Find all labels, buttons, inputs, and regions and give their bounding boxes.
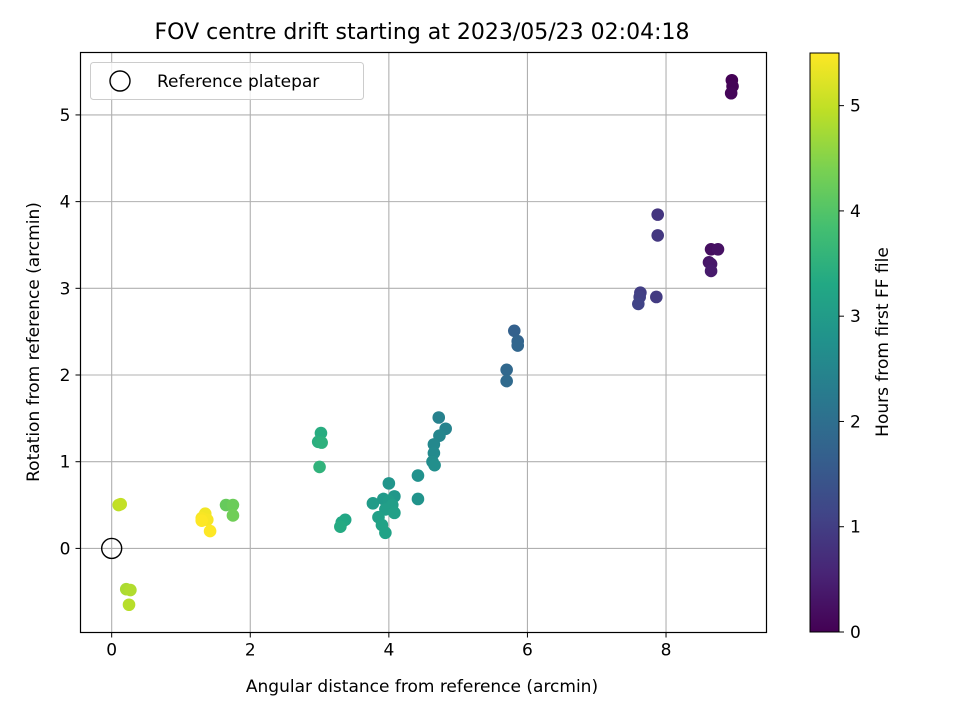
data-point (195, 514, 209, 527)
grid (80, 52, 767, 633)
y-tick-label: 2 (60, 366, 71, 386)
data-point (432, 411, 446, 424)
data-point (114, 497, 127, 511)
scatter-points (112, 73, 739, 612)
x-tick-label: 4 (383, 641, 394, 661)
y-tick-label: 1 (60, 453, 71, 473)
data-point (500, 374, 513, 388)
legend-marker (109, 70, 131, 92)
y-tick-label: 5 (60, 106, 71, 126)
data-point (711, 243, 725, 256)
data-point (124, 583, 137, 597)
legend-label: Reference platepar (157, 72, 319, 92)
data-point (313, 460, 326, 474)
data-point (334, 520, 347, 534)
data-point (379, 526, 392, 540)
legend: Reference platepar (90, 62, 364, 100)
plot-frame (79, 51, 768, 634)
y-axis-label: Rotation from reference (arcmin) (24, 202, 44, 482)
data-point (651, 229, 665, 242)
data-point (411, 492, 425, 506)
data-point (507, 324, 521, 338)
data-point (203, 524, 217, 538)
colorbar-tick-label: 2 (850, 412, 861, 432)
data-point (366, 497, 380, 510)
data-point (226, 509, 240, 522)
colorbar-tick-label: 0 (850, 623, 861, 643)
reference-platepar-marker (100, 537, 123, 560)
data-point (724, 86, 738, 100)
data-point (650, 290, 663, 304)
colorbar: 0 1 2 3 4 5 Hours from first FF file (809, 52, 893, 643)
data-point (122, 598, 136, 612)
data-point (411, 469, 425, 482)
data-point (511, 339, 525, 352)
x-tick-label: 0 (106, 641, 117, 661)
colorbar-tick-label: 5 (850, 97, 861, 117)
y-axis-ticks: 0 1 2 3 4 5 (60, 106, 81, 559)
data-point (388, 506, 401, 520)
data-point (427, 438, 441, 451)
reference-point (100, 537, 123, 560)
x-tick-label: 6 (522, 641, 533, 661)
y-tick-label: 4 (60, 193, 71, 213)
colorbar-tick-label: 1 (850, 518, 861, 538)
data-point (632, 297, 645, 311)
colorbar-ticks: 0 1 2 3 4 5 (839, 97, 861, 643)
data-point (651, 208, 665, 221)
x-tick-label: 2 (245, 641, 256, 661)
colorbar-label: Hours from first FF file (873, 247, 893, 437)
chart-title: FOV centre drift starting at 2023/05/23 … (155, 20, 690, 45)
colorbar-gradient (810, 53, 839, 632)
y-tick-label: 0 (60, 539, 71, 559)
colorbar-frame (809, 52, 840, 633)
x-axis-ticks: 0 2 4 6 8 (106, 632, 672, 661)
x-axis-label: Angular distance from reference (arcmin) (246, 677, 598, 697)
data-point (226, 498, 240, 512)
data-point (428, 458, 441, 472)
y-tick-label: 3 (60, 279, 71, 299)
data-point (704, 264, 718, 278)
colorbar-tick-label: 3 (850, 307, 861, 327)
x-tick-label: 8 (661, 641, 672, 661)
data-point (382, 477, 396, 490)
data-point (500, 363, 513, 377)
data-point (315, 436, 328, 449)
colorbar-tick-label: 4 (850, 202, 861, 222)
legend-box (90, 62, 364, 100)
